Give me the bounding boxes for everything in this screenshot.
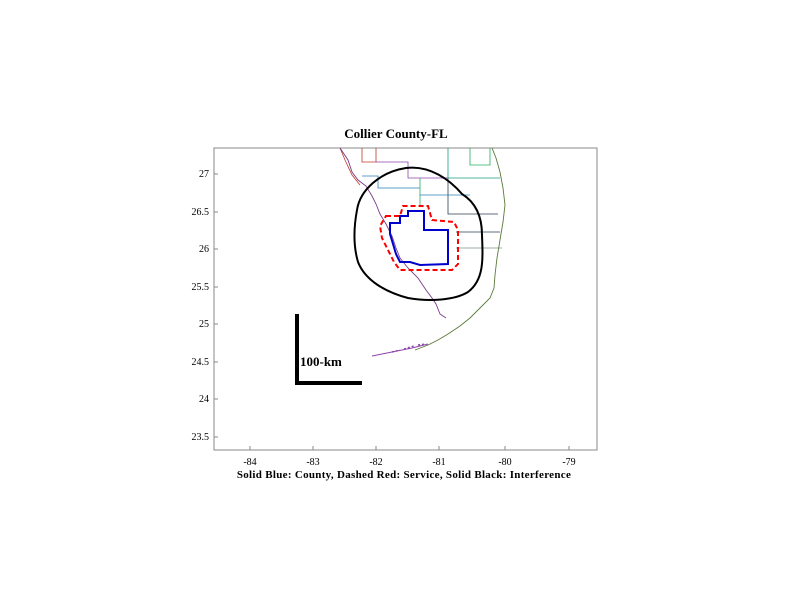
keys [371,343,429,357]
x-tick-label: -82 [369,457,382,468]
y-tick-label: 26.5 [192,207,210,218]
y-tick-label: 24 [199,394,209,405]
x-tick-label: -81 [432,457,445,468]
keys-islands [391,343,427,353]
coastline [414,147,506,351]
county-boundary [389,210,449,267]
scale-bar: 100-km [295,314,362,385]
coastline-west [339,147,447,319]
interference-contour [353,166,484,301]
map-title: Collier County-FL [344,126,448,141]
x-tick-label: -80 [498,457,511,468]
legend-caption: Solid Blue: County, Dashed Red: Service,… [236,469,572,481]
y-tick-label: 27 [199,169,209,180]
y-tick-label: 23.5 [192,432,210,443]
x-tick-label: -83 [306,457,319,468]
plot-frame [213,147,598,451]
x-tick-label: -79 [562,457,575,468]
x-axis: -84 -83 -82 -81 -80 -79 [243,446,576,468]
y-tick-label: 26 [199,244,209,255]
county-boundaries [339,147,502,249]
y-tick-label: 25 [199,319,209,330]
y-axis: 27 26.5 26 25.5 25 24.5 24 23.5 [192,169,218,443]
x-tick-label: -84 [243,457,256,468]
service-contour [378,205,459,271]
y-tick-label: 24.5 [192,357,210,368]
scale-bar-label: 100-km [300,354,342,369]
y-tick-label: 25.5 [192,282,210,293]
